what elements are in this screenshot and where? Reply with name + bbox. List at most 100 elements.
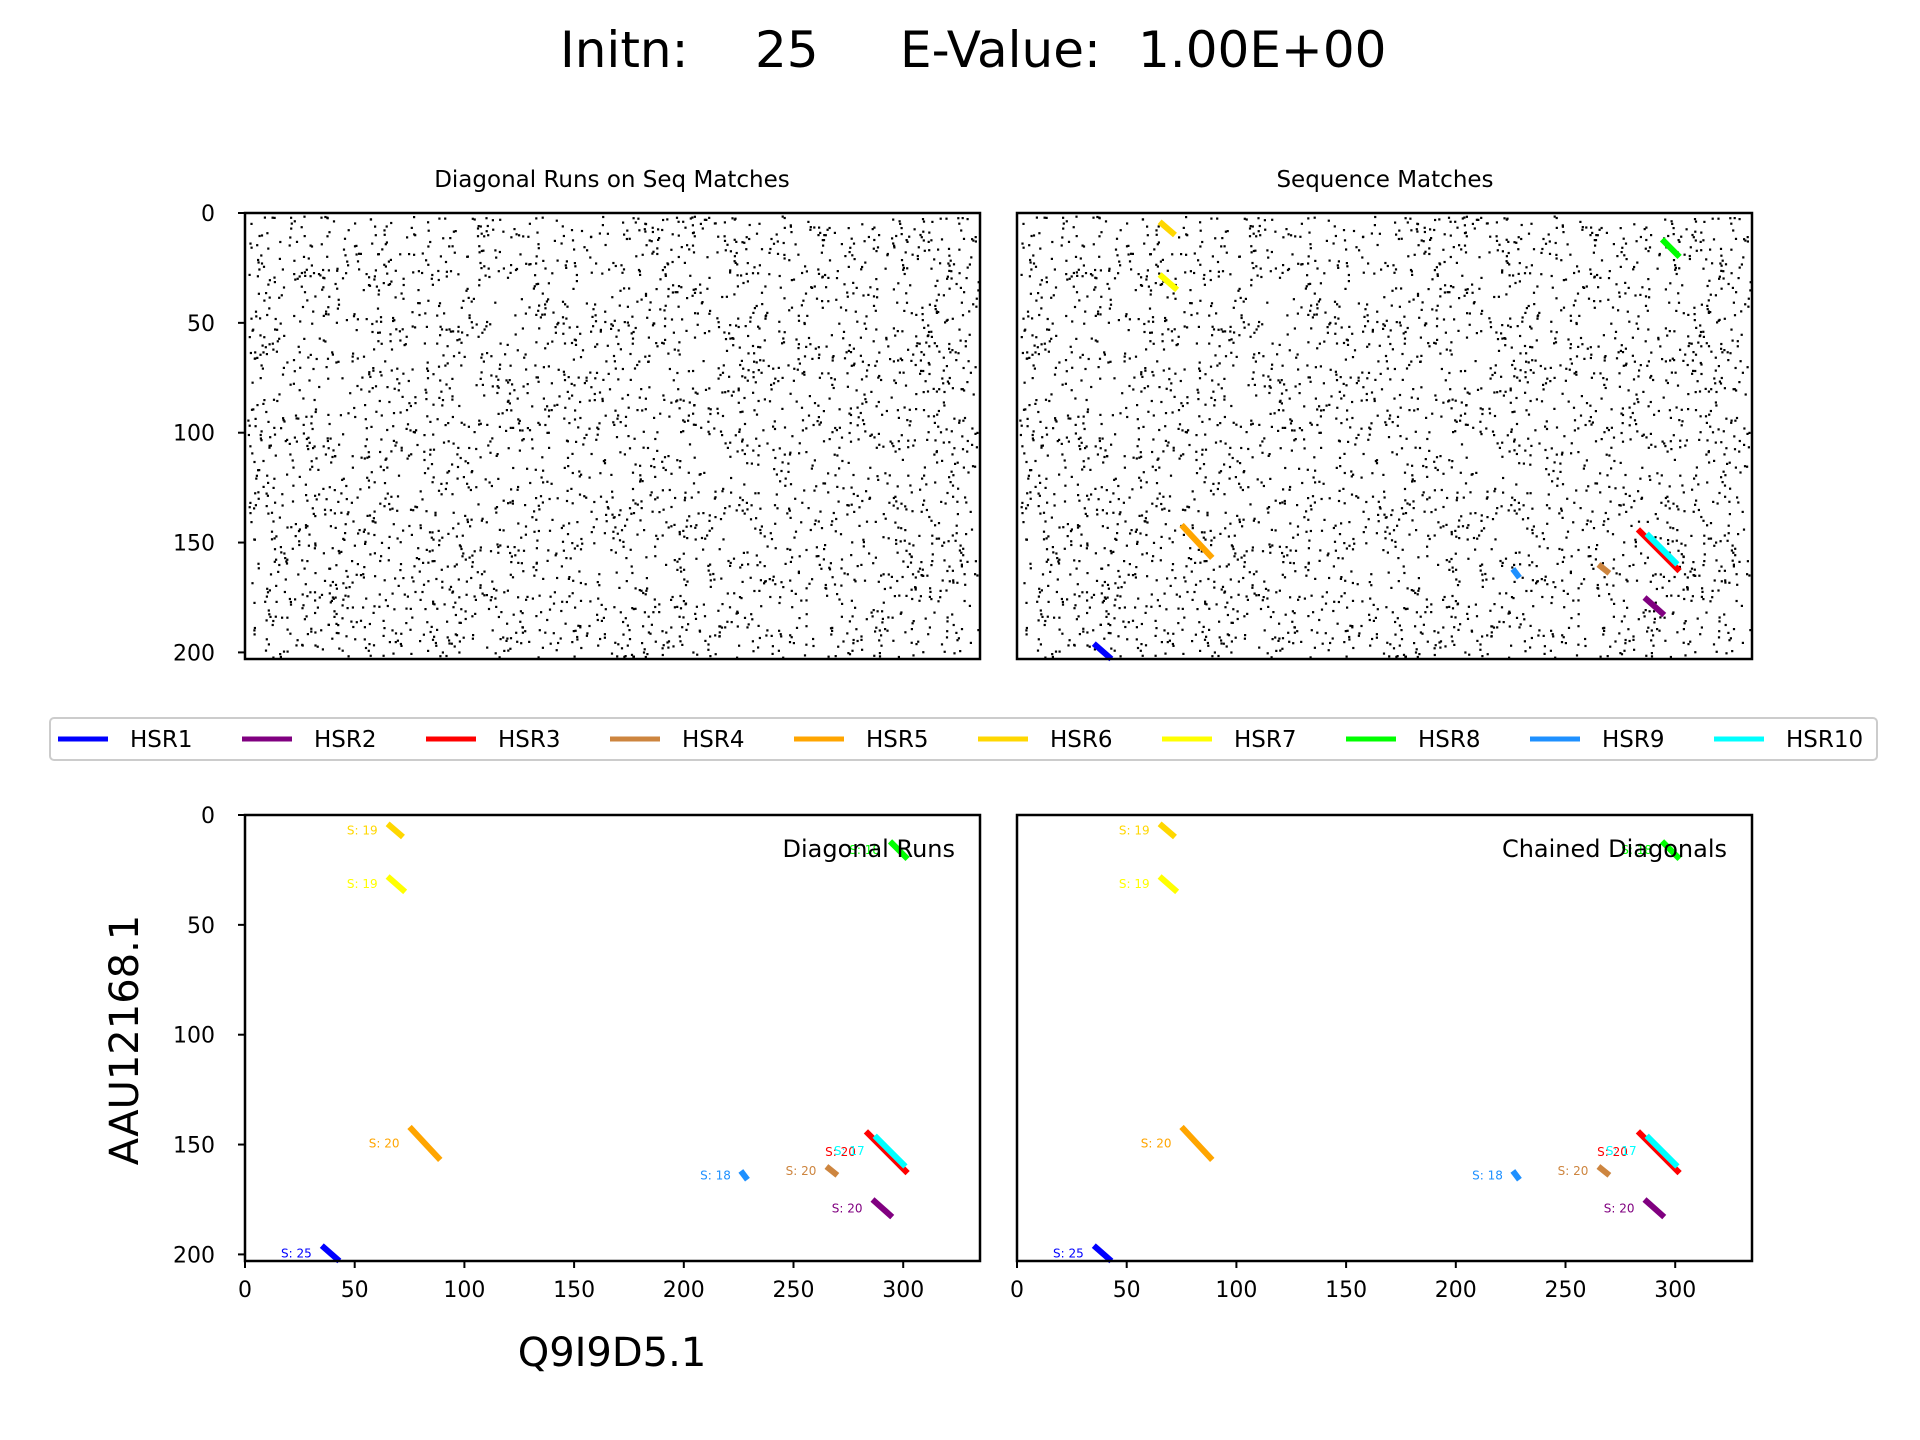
match-dot: [957, 637, 960, 640]
match-dot: [392, 439, 395, 442]
match-dot: [554, 554, 557, 557]
match-dot: [736, 285, 739, 288]
match-dot: [1495, 331, 1498, 334]
match-dot: [1137, 427, 1140, 430]
match-dot: [605, 520, 608, 523]
match-dot: [1554, 337, 1557, 340]
match-dot: [1218, 620, 1221, 623]
match-dot: [497, 270, 500, 273]
match-dot: [757, 492, 760, 495]
match-dot: [327, 447, 330, 450]
match-dot: [571, 502, 574, 505]
match-dot: [623, 321, 626, 324]
match-dot: [918, 567, 922, 570]
match-dot: [258, 234, 261, 238]
match-dot: [1090, 337, 1093, 340]
match-dot: [1099, 377, 1102, 380]
match-dot: [928, 303, 931, 306]
match-dot: [1320, 497, 1323, 501]
match-dot: [281, 373, 285, 376]
match-dot: [577, 376, 580, 379]
match-dot: [909, 561, 913, 564]
match-dot: [670, 626, 673, 629]
match-dot: [677, 234, 680, 237]
match-dot: [1684, 353, 1687, 356]
match-dot: [644, 655, 647, 659]
match-dot: [1437, 563, 1440, 566]
match-dot: [524, 533, 527, 536]
match-dot: [753, 409, 756, 412]
match-dot: [606, 232, 609, 235]
match-dot: [254, 351, 257, 354]
match-dot: [1580, 395, 1583, 398]
match-dot: [1530, 222, 1533, 225]
match-dot: [935, 537, 938, 540]
match-dot: [607, 372, 610, 375]
match-dot: [864, 430, 867, 433]
match-dot: [1683, 622, 1686, 625]
match-dot: [859, 354, 862, 357]
match-dot: [974, 236, 977, 239]
match-dot: [886, 629, 889, 632]
match-dot: [1693, 313, 1696, 316]
match-dot: [459, 456, 462, 460]
match-dot: [510, 409, 513, 412]
match-dot: [475, 384, 478, 387]
match-dot: [314, 408, 318, 411]
match-dot: [362, 576, 365, 579]
match-dot: [334, 526, 337, 529]
match-dot: [573, 248, 576, 251]
match-dot: [309, 275, 312, 278]
match-dot: [1318, 559, 1321, 562]
match-dot: [1160, 641, 1163, 644]
match-dot: [359, 252, 362, 255]
match-dot: [1108, 269, 1111, 272]
match-dot: [568, 326, 571, 329]
match-dot: [756, 564, 759, 567]
match-dot: [885, 336, 888, 339]
match-dot: [714, 496, 717, 499]
match-dot: [845, 351, 848, 354]
match-dot: [286, 616, 289, 619]
match-dot: [1071, 366, 1074, 369]
match-dot: [865, 618, 868, 621]
match-dot: [919, 233, 922, 237]
match-dot: [676, 605, 679, 608]
match-dot: [966, 381, 969, 384]
match-dot: [302, 397, 305, 400]
match-dot: [1569, 570, 1572, 573]
match-dot: [828, 566, 831, 569]
match-dot: [571, 471, 574, 475]
match-dot: [765, 314, 768, 317]
match-dot: [1500, 375, 1503, 378]
match-dot: [967, 360, 970, 363]
match-dot: [1481, 573, 1484, 576]
match-dot: [269, 444, 272, 447]
match-dot: [1694, 409, 1698, 412]
match-dot: [855, 628, 858, 631]
match-dot: [318, 385, 321, 389]
match-dot: [1498, 592, 1501, 595]
match-dot: [956, 513, 959, 516]
match-dot: [968, 333, 971, 336]
match-dot: [956, 500, 959, 503]
match-dot: [262, 459, 265, 463]
match-dot: [483, 570, 486, 573]
match-dot: [503, 591, 506, 594]
match-dot: [433, 560, 436, 563]
match-dot: [1590, 376, 1593, 379]
match-dot: [355, 621, 358, 624]
match-dot: [1505, 592, 1508, 595]
match-dot: [1748, 574, 1751, 577]
match-dot: [304, 524, 308, 527]
match-dot: [257, 258, 260, 262]
match-dot: [1119, 264, 1122, 267]
match-dot: [1125, 544, 1128, 547]
match-dot: [1514, 367, 1517, 370]
match-dot: [834, 655, 837, 658]
match-dot: [772, 425, 775, 428]
match-dot: [1277, 639, 1280, 642]
match-dot: [1593, 239, 1596, 242]
match-dot: [1297, 262, 1300, 265]
